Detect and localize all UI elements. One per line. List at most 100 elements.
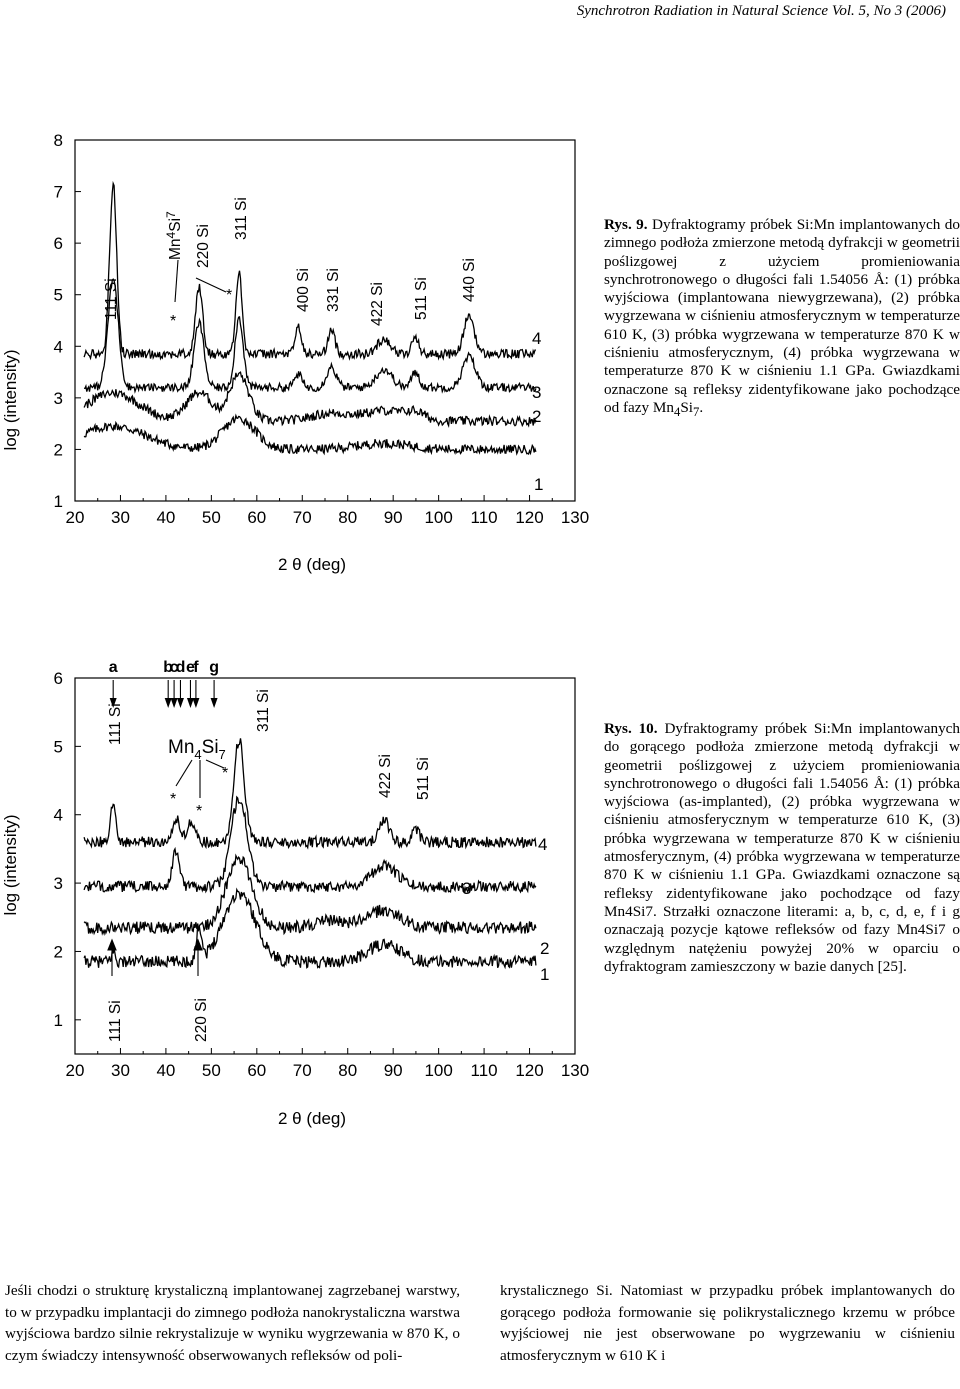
series-label-1: 1 xyxy=(540,965,549,984)
arrow-letter-c: c xyxy=(170,659,179,676)
y-tick-label: 1 xyxy=(54,492,63,511)
mn4si7-star: * xyxy=(170,313,176,330)
y-axis-label: log (intensity) xyxy=(1,814,20,915)
y-tick-label: 2 xyxy=(54,942,63,961)
peak-label-422-si: 422 Si xyxy=(369,282,386,326)
y-tick-label: 4 xyxy=(54,806,63,825)
arrowhead-a xyxy=(109,698,117,708)
series-label-3: 3 xyxy=(532,383,541,402)
x-tick-label: 60 xyxy=(247,508,266,527)
series-line-3 xyxy=(83,278,537,394)
mn4si7-star: * xyxy=(170,791,176,808)
arrowhead-f xyxy=(192,698,200,708)
x-tick-label: 130 xyxy=(561,1061,589,1080)
mn4si7-star: * xyxy=(196,803,202,820)
body-text-right: krystalicznego Si. Natomiast w przypadku… xyxy=(500,1282,955,1364)
x-tick-label: 20 xyxy=(66,508,85,527)
y-tick-label: 2 xyxy=(54,440,63,459)
plot-frame xyxy=(74,677,576,1055)
y-tick-label: 6 xyxy=(54,669,63,688)
arrowhead-d xyxy=(176,698,184,708)
x-tick-label: 110 xyxy=(471,508,498,527)
y-tick-label: 1 xyxy=(54,1011,63,1030)
series-label-2: 2 xyxy=(540,939,549,958)
mn4si7-star: * xyxy=(226,287,232,304)
x-tick-label: 120 xyxy=(515,508,543,527)
y-axis-label: log (intensity) xyxy=(1,349,20,450)
series-line-3 xyxy=(83,795,537,894)
x-tick-label: 100 xyxy=(424,508,452,527)
series-line-4 xyxy=(83,738,537,850)
x-tick-label: 70 xyxy=(293,1061,312,1080)
journal-header: Synchrotron Radiation in Natural Science… xyxy=(576,3,946,19)
y-tick-label: 3 xyxy=(54,389,63,408)
x-tick-label: 30 xyxy=(111,1061,130,1080)
x-tick-label: 90 xyxy=(384,508,403,527)
x-tick-label: 70 xyxy=(293,508,312,527)
peak-label-311-si: 311 Si xyxy=(255,689,272,732)
arrow-letter-b: b xyxy=(163,659,173,676)
body-text-left: Jeśli chodzi o strukturę krystaliczną im… xyxy=(5,1282,460,1364)
arrow-letter-e: e xyxy=(186,659,195,676)
x-tick-label: 40 xyxy=(156,508,175,527)
arrowhead-e xyxy=(186,698,194,708)
series-label-2: 2 xyxy=(532,407,541,426)
peak-label-mn4si7: Mn4Si7 xyxy=(168,737,226,762)
x-tick-label: 120 xyxy=(515,1061,543,1080)
series-line-4 xyxy=(83,180,536,361)
figure-10-caption: Rys. 10. Dyfraktogramy próbek Si:Mn impl… xyxy=(604,720,960,975)
peak-label-311-si: 311 Si xyxy=(233,197,250,240)
series-line-1 xyxy=(83,887,537,970)
peak-label-220-si: 220 Si xyxy=(195,224,212,268)
x-tick-label: 130 xyxy=(561,508,589,527)
mn4si7-star: * xyxy=(222,765,228,782)
y-tick-label: 3 xyxy=(54,874,63,893)
series-line-2 xyxy=(83,371,537,428)
series-label-1: 1 xyxy=(534,475,543,494)
x-tick-label: 60 xyxy=(247,1061,266,1080)
peak-label-511-si: 511 Si xyxy=(413,277,430,320)
y-tick-label: 7 xyxy=(54,183,63,202)
peak-label-400-si: 400 Si xyxy=(295,268,312,312)
peak-label-111-si-bottom: 111 Si xyxy=(107,1000,124,1042)
x-axis-label: 2 θ (deg) xyxy=(278,555,346,574)
series-label-4: 4 xyxy=(538,835,547,854)
y-tick-label: 6 xyxy=(54,234,63,253)
arrowhead-g xyxy=(210,698,218,708)
peak-label-111-si: 111 Si xyxy=(103,278,120,320)
y-tick-label: 8 xyxy=(54,131,63,150)
figure-9-caption: Rys. 9. Dyfraktogramy próbek Si:Mn impla… xyxy=(604,216,960,419)
peak-label-220-si-bottom: 220 Si xyxy=(193,998,210,1042)
peak-label-422-si: 422 Si xyxy=(377,754,394,798)
peak-label-440-si: 440 Si xyxy=(461,258,478,302)
peak-label-111-si: 111 Si xyxy=(107,703,124,745)
arrowhead-b xyxy=(164,698,172,708)
peak-label-511-si: 511 Si xyxy=(415,757,432,800)
y-tick-label: 5 xyxy=(54,286,63,305)
peak-label-mn4si7: Mn4Si7 xyxy=(164,211,184,260)
arrow-letter-a: a xyxy=(109,659,118,676)
y-tick-label: 4 xyxy=(54,337,63,356)
series-line-1 xyxy=(83,413,537,456)
x-tick-label: 50 xyxy=(202,1061,221,1080)
arrowhead-c xyxy=(170,698,178,708)
x-axis-label: 2 θ (deg) xyxy=(278,1109,346,1128)
x-tick-label: 20 xyxy=(66,1061,85,1080)
x-tick-label: 110 xyxy=(471,1061,498,1080)
y-tick-label: 5 xyxy=(54,737,63,756)
x-tick-label: 30 xyxy=(111,508,130,527)
series-line-2 xyxy=(83,853,537,937)
series-label-3: 3 xyxy=(462,879,471,898)
arrow-letter-f: f xyxy=(193,659,199,676)
arrow-letter-g: g xyxy=(209,659,219,676)
x-tick-label: 100 xyxy=(424,1061,452,1080)
x-tick-label: 80 xyxy=(338,508,357,527)
x-tick-label: 90 xyxy=(384,1061,403,1080)
x-tick-label: 50 xyxy=(202,508,221,527)
series-label-4: 4 xyxy=(532,329,541,348)
arrow-letter-d: d xyxy=(176,659,186,676)
x-tick-label: 80 xyxy=(338,1061,357,1080)
x-tick-label: 40 xyxy=(156,1061,175,1080)
figure-9-chart: 20 30 40 50 60 70 80 90 100 110 120 130 1 2 3 4 5 6 7 8 1 2 3 4… xyxy=(1,131,589,574)
peak-label-331-si: 331 Si xyxy=(325,268,342,312)
